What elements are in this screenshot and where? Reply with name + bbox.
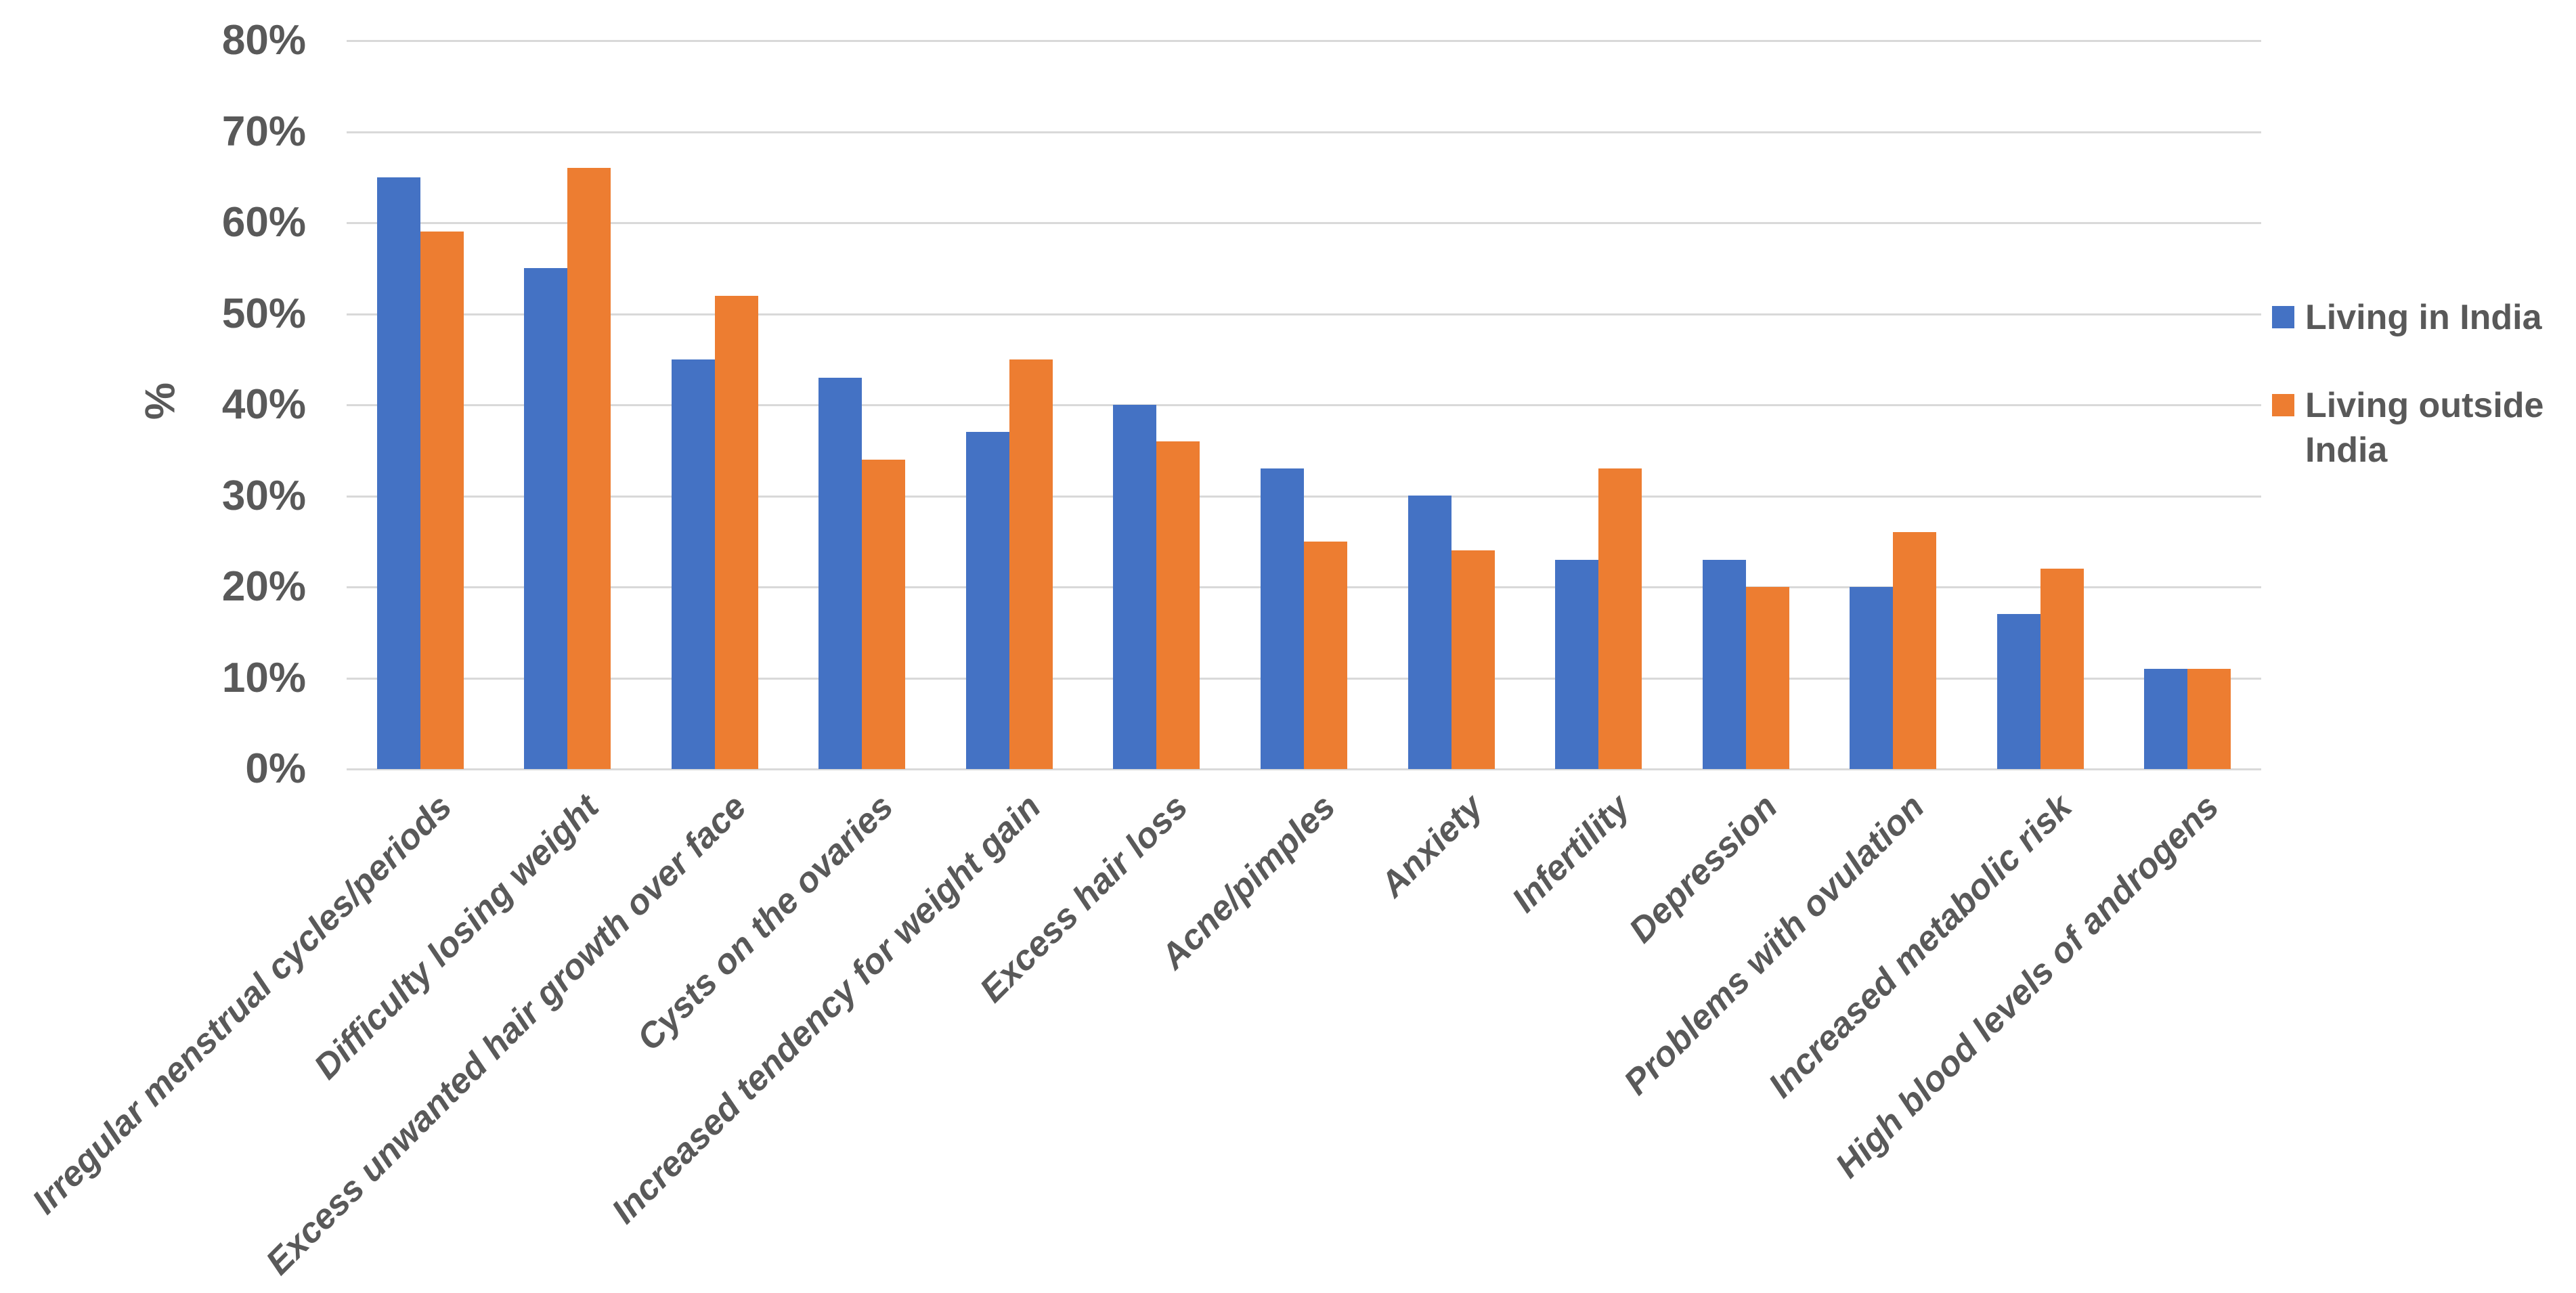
gridline: [347, 131, 2261, 133]
y-tick-label: 40%: [221, 381, 306, 428]
y-tick-label: 20%: [221, 563, 306, 610]
bar-living-in-india: [1555, 560, 1598, 769]
bar-living-in-india: [1408, 496, 1451, 769]
y-tick-label: 50%: [221, 290, 306, 337]
plot-area: [347, 40, 2261, 770]
bar-living-in-india: [1997, 614, 2040, 769]
bar-living-outside-india: [1156, 441, 1200, 769]
bar-living-outside-india: [420, 232, 464, 769]
bar-living-outside-india: [1451, 550, 1495, 769]
bar-living-outside-india: [1009, 359, 1053, 769]
bar-living-outside-india: [567, 168, 611, 769]
bar-living-in-india: [1850, 587, 1893, 769]
y-tick-label: 30%: [221, 473, 306, 519]
bar-living-outside-india: [1598, 468, 1642, 769]
bar-living-in-india: [1261, 468, 1304, 769]
x-category-label: Depression: [1621, 787, 1785, 950]
y-tick-label: 80%: [221, 17, 306, 64]
legend-label: Living in India: [2305, 298, 2542, 337]
bar-living-outside-india: [2040, 569, 2084, 769]
legend-label: Living outside India: [2305, 386, 2544, 470]
bar-living-in-india: [966, 432, 1009, 769]
bar-living-in-india: [524, 268, 567, 769]
legend-item-living-in-india: Living in India: [2272, 295, 2574, 340]
gridline: [347, 495, 2261, 498]
bar-living-outside-india: [862, 460, 905, 769]
bar-living-outside-india: [715, 296, 758, 769]
bar-living-in-india: [818, 378, 862, 769]
legend-color-swatch-icon: [2272, 394, 2294, 416]
legend-item-living-outside-india: Living outside India: [2272, 383, 2574, 473]
gridline: [347, 768, 2261, 770]
x-category-label: Problems with ovulation: [1616, 787, 1932, 1103]
bar-living-outside-india: [1304, 542, 1347, 769]
x-category-label: Anxiety: [1372, 787, 1491, 905]
x-category-label: Cysts on the ovaries: [630, 787, 901, 1059]
legend-color-swatch-icon: [2272, 306, 2294, 328]
bar-living-in-india: [1703, 560, 1746, 769]
bar-living-in-india: [2144, 669, 2187, 769]
bar-living-in-india: [377, 177, 420, 769]
bar-living-outside-india: [1746, 587, 1789, 769]
x-category-label: Difficulty losing weight: [306, 787, 607, 1087]
gridline: [347, 40, 2261, 42]
gridline: [347, 313, 2261, 315]
legend: Living in India Living outside India: [2272, 295, 2574, 473]
x-category-label: Increased metabolic risk: [1761, 787, 2080, 1105]
bar-living-outside-india: [2187, 669, 2231, 769]
bar-living-outside-india: [1893, 532, 1936, 769]
gridline: [347, 404, 2261, 406]
y-tick-label: 0%: [245, 745, 306, 792]
y-tick-label: 70%: [221, 108, 306, 155]
bar-living-in-india: [672, 359, 715, 769]
x-category-label: Infertility: [1504, 787, 1638, 920]
gridline: [347, 222, 2261, 224]
y-tick-label: 10%: [221, 655, 306, 701]
bar-living-in-india: [1113, 405, 1156, 769]
y-tick-label: 60%: [221, 199, 306, 246]
